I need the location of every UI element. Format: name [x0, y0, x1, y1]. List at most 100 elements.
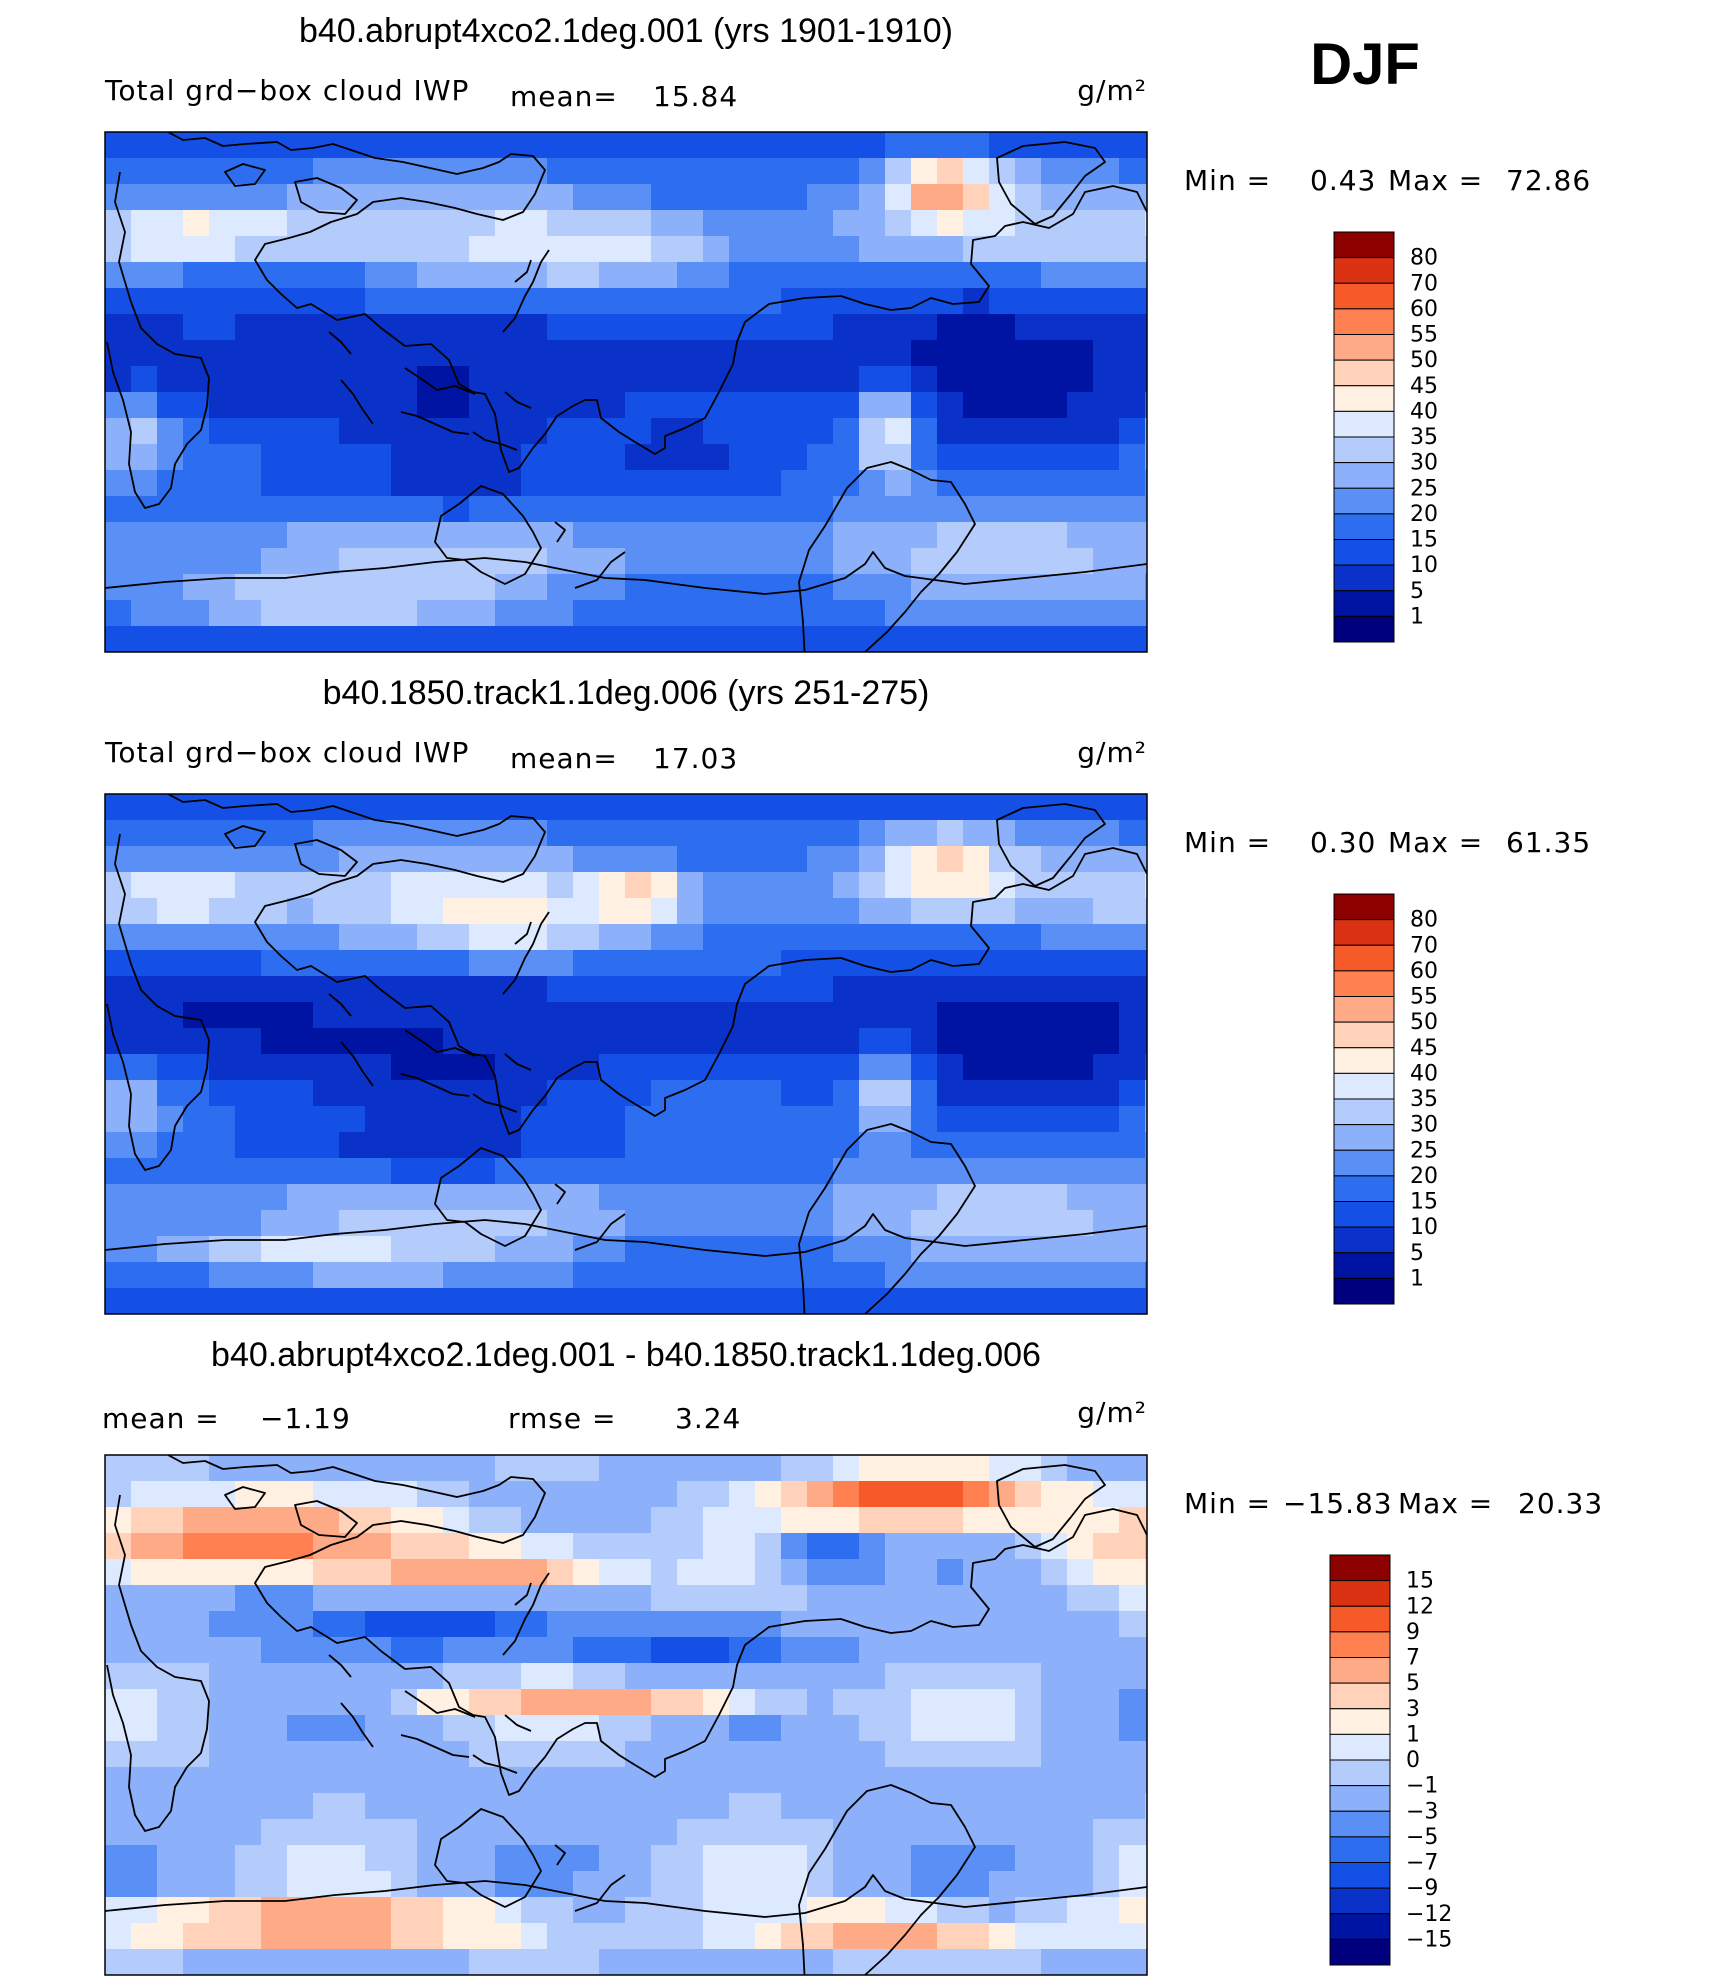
heatmap-cell	[365, 340, 392, 367]
heatmap-cell	[963, 1054, 990, 1081]
heatmap-cell	[261, 872, 288, 899]
heatmap-cell	[1015, 1210, 1042, 1237]
heatmap-cell	[755, 924, 782, 951]
heatmap-cell	[677, 1002, 704, 1029]
heatmap-cell	[859, 1481, 886, 1508]
heatmap-cell	[781, 1533, 808, 1560]
heatmap-cell	[287, 1054, 314, 1081]
heatmap-cell	[573, 288, 600, 315]
heatmap-cell	[937, 574, 964, 601]
heatmap-cell	[183, 1611, 210, 1638]
heatmap-cell	[703, 1080, 730, 1107]
heatmap-cell	[183, 1715, 210, 1742]
heatmap-cell	[443, 444, 470, 471]
heatmap-cell	[625, 1767, 652, 1794]
heatmap-cell	[391, 898, 418, 925]
heatmap-cell	[547, 392, 574, 419]
heatmap-cell	[677, 1028, 704, 1055]
heatmap-cell	[651, 846, 678, 873]
heatmap-cell	[209, 1106, 236, 1133]
heatmap-cell	[677, 496, 704, 523]
heatmap-cell	[339, 950, 366, 977]
heatmap-cell	[859, 236, 886, 263]
heatmap-cell	[755, 1132, 782, 1159]
heatmap-cell	[1041, 522, 1068, 549]
heatmap-cell	[651, 1288, 678, 1314]
colorbar-swatch	[1333, 564, 1395, 592]
heatmap-cell	[1041, 600, 1068, 627]
heatmap-cell	[547, 1236, 574, 1263]
colorbar-tick-label: −12	[1406, 1902, 1452, 1927]
heatmap-cell	[729, 872, 756, 899]
heatmap-cell	[651, 288, 678, 315]
heatmap-cell	[963, 470, 990, 497]
heatmap-cell	[625, 548, 652, 575]
heatmap-cell	[963, 574, 990, 601]
heatmap-cell	[1145, 1184, 1147, 1211]
heatmap-cell	[235, 1210, 262, 1237]
heatmap-cell	[1119, 1663, 1146, 1690]
heatmap-cell	[833, 1689, 860, 1716]
heatmap-cell	[937, 1897, 964, 1924]
heatmap-cell	[183, 1559, 210, 1586]
heatmap-cell	[391, 626, 418, 652]
heatmap-cell	[781, 1002, 808, 1029]
heatmap-cell	[599, 1767, 626, 1794]
heatmap-cell	[235, 1533, 262, 1560]
heatmap-cell	[651, 496, 678, 523]
heatmap-cell	[885, 1533, 912, 1560]
heatmap-cell	[807, 1288, 834, 1314]
heatmap-cell	[1119, 132, 1146, 159]
heatmap-cell	[703, 1637, 730, 1664]
heatmap-cell	[859, 1262, 886, 1289]
heatmap-cell	[495, 976, 522, 1003]
colorbar-tick-label: 12	[1406, 1594, 1434, 1619]
heatmap-cell	[1119, 1132, 1146, 1159]
heatmap-cell	[651, 1481, 678, 1508]
heatmap-cell	[963, 1210, 990, 1237]
heatmap-cell	[833, 976, 860, 1003]
heatmap-cell	[547, 600, 574, 627]
heatmap-cell	[443, 1106, 470, 1133]
heatmap-cell	[755, 236, 782, 263]
heatmap-cell	[105, 1507, 132, 1534]
heatmap-cell	[651, 1871, 678, 1898]
heatmap-cell	[1015, 1871, 1042, 1898]
heatmap-cell	[521, 366, 548, 393]
heatmap-cell	[1093, 236, 1120, 263]
heatmap-cell	[885, 898, 912, 925]
heatmap-cell	[365, 1455, 392, 1482]
heatmap-cell	[157, 1210, 184, 1237]
heatmap-cell	[833, 1845, 860, 1872]
heatmap-cell	[183, 950, 210, 977]
heatmap-cell	[937, 600, 964, 627]
heatmap-cell	[261, 418, 288, 445]
panel-2-units: g/m²	[1077, 736, 1147, 769]
heatmap-cell	[573, 1845, 600, 1872]
heatmap-cell	[1145, 1054, 1147, 1081]
heatmap-cell	[1093, 1054, 1120, 1081]
heatmap-cell	[105, 1767, 132, 1794]
heatmap-cell	[339, 626, 366, 652]
heatmap-cell	[599, 1028, 626, 1055]
heatmap-cell	[157, 1897, 184, 1924]
heatmap-cell	[677, 1611, 704, 1638]
heatmap-cell	[677, 1288, 704, 1314]
heatmap-cell	[599, 158, 626, 185]
heatmap-cell	[235, 236, 262, 263]
heatmap-cell	[339, 1455, 366, 1482]
heatmap-cell	[573, 1793, 600, 1820]
heatmap-cell	[729, 522, 756, 549]
heatmap-cell	[287, 366, 314, 393]
heatmap-cell	[469, 820, 496, 847]
colorbar-swatch	[1333, 308, 1395, 335]
heatmap-cell	[365, 898, 392, 925]
heatmap-cell	[1093, 288, 1120, 315]
heatmap-cell	[209, 846, 236, 873]
heatmap-cell	[755, 898, 782, 925]
heatmap-cell	[885, 872, 912, 899]
heatmap-cell	[573, 548, 600, 575]
heatmap-cell	[1145, 496, 1147, 523]
heatmap-cell	[1119, 1481, 1146, 1508]
colorbar-swatch	[1333, 539, 1395, 566]
